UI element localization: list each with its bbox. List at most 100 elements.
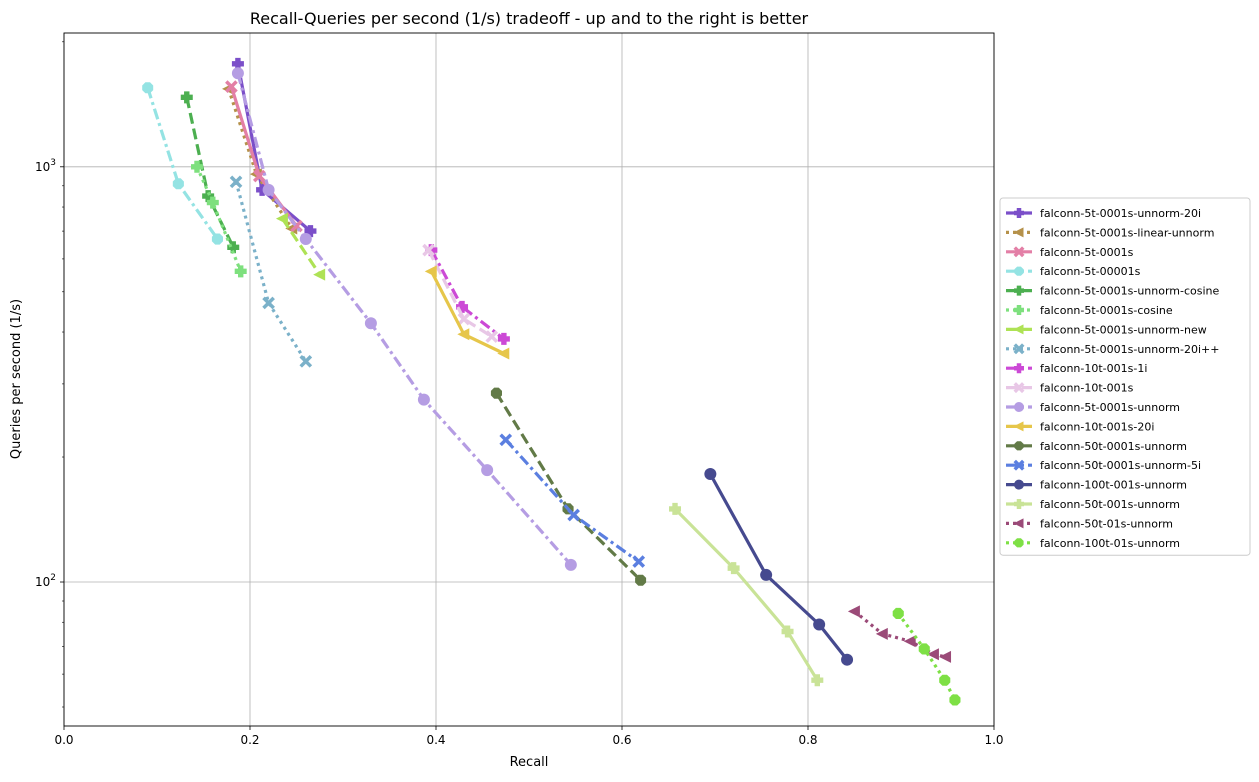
data-point xyxy=(875,627,888,640)
legend-label: falconn-5t-0001s-linear-unnorm xyxy=(1040,226,1214,239)
series-17 xyxy=(847,605,952,663)
legend-entry: falconn-5t-0001s-linear-unnorm xyxy=(1006,226,1214,239)
legend-entry: falconn-10t-001s-20i xyxy=(1006,420,1154,433)
series-11 xyxy=(231,67,577,571)
data-point xyxy=(1013,324,1024,335)
legend-label: falconn-10t-001s xyxy=(1040,382,1134,395)
series-line xyxy=(281,217,322,276)
data-point xyxy=(206,196,219,209)
legend-entry: falconn-100t-001s-unnorm xyxy=(1006,479,1187,492)
data-point xyxy=(499,433,513,447)
legend: falconn-5t-0001s-unnorm-20i falconn-5t-00… xyxy=(999,197,1251,556)
legend-entry: falconn-5t-0001s-cosine xyxy=(1006,304,1173,317)
series-15 xyxy=(704,468,854,666)
x-axis-ticks: 0.0 0.2 0.4 0.6 0.8 1.0 xyxy=(54,726,1004,747)
legend-label: falconn-5t-0001s-unnorm-20i++ xyxy=(1040,343,1219,356)
legend-entry: falconn-10t-001s-1i xyxy=(1006,362,1147,375)
data-point xyxy=(497,332,510,345)
data-point xyxy=(811,674,824,687)
data-point xyxy=(364,317,377,330)
legend-label: falconn-100t-001s-unnorm xyxy=(1040,479,1187,492)
data-point xyxy=(481,464,494,477)
data-point xyxy=(1014,499,1024,509)
x-tick-label: 1.0 xyxy=(984,733,1003,747)
series-13 xyxy=(490,387,647,586)
legend-label: falconn-10t-001s-20i xyxy=(1040,420,1154,433)
legend-entry: falconn-5t-0001s-unnorm-cosine xyxy=(1006,285,1220,298)
legend-label: falconn-5t-0001s-unnorm xyxy=(1040,401,1180,414)
series-line xyxy=(236,72,573,566)
grid xyxy=(63,33,995,726)
series-18 xyxy=(892,607,961,706)
data-point xyxy=(142,82,154,94)
legend-entry: falconn-10t-001s xyxy=(1006,382,1134,395)
data-point xyxy=(1014,285,1024,296)
data-point xyxy=(299,354,313,368)
data-point xyxy=(704,468,717,481)
legend-entry: falconn-50t-0001s-unnorm-5i xyxy=(1006,459,1201,472)
data-point xyxy=(892,607,904,619)
plot-area: 0.0 0.2 0.4 0.6 0.8 1.0 102 103 xyxy=(35,32,1004,747)
data-point xyxy=(847,605,860,618)
legend-label: falconn-5t-0001s xyxy=(1040,246,1134,259)
data-point xyxy=(949,694,961,706)
legend-entry: falconn-50t-001s-unnorm xyxy=(1006,498,1180,511)
data-point xyxy=(252,169,266,183)
data-point xyxy=(275,212,288,225)
series-12 xyxy=(424,265,510,360)
series-3 xyxy=(225,80,303,233)
y-tick-label: 103 xyxy=(35,158,56,174)
series-line xyxy=(146,87,219,240)
legend-entry: falconn-5t-0001s-unnorm-new xyxy=(1006,323,1207,336)
data-point xyxy=(926,648,939,661)
legend-entry: falconn-50t-0001s-unnorm xyxy=(1006,440,1187,453)
legend-entry: falconn-100t-01s-unnorm xyxy=(1006,537,1180,550)
data-point xyxy=(939,674,951,686)
data-point xyxy=(1014,208,1024,218)
data-point xyxy=(813,618,826,631)
data-point xyxy=(490,387,502,399)
legend-entry: falconn-5t-0001s-unnorm-20i xyxy=(1006,207,1201,220)
data-point xyxy=(456,300,469,313)
data-point xyxy=(781,625,794,638)
data-point xyxy=(211,233,223,245)
y-axis-ticks: 102 103 xyxy=(35,158,64,589)
series-line xyxy=(896,612,957,701)
legend-label: falconn-5t-00001s xyxy=(1040,265,1141,278)
series-line xyxy=(504,438,640,563)
legend-label: falconn-5t-0001s-unnorm-20i xyxy=(1040,207,1201,220)
data-point xyxy=(172,178,184,190)
data-point xyxy=(485,330,499,343)
data-point xyxy=(760,568,773,581)
data-point xyxy=(1014,479,1024,490)
plot-frame xyxy=(63,32,995,727)
data-point xyxy=(1014,538,1024,548)
data-point xyxy=(313,268,326,281)
data-point xyxy=(1014,402,1024,412)
series-line xyxy=(185,96,235,249)
data-point xyxy=(457,328,470,341)
data-point xyxy=(190,160,203,173)
series-16 xyxy=(669,502,824,687)
data-point xyxy=(1013,343,1025,355)
data-point xyxy=(564,558,577,571)
data-point xyxy=(299,233,312,246)
data-point xyxy=(903,635,916,648)
data-point xyxy=(1013,246,1025,258)
series-6 xyxy=(190,160,247,278)
data-point xyxy=(635,574,647,586)
data-point xyxy=(424,265,437,278)
data-point xyxy=(225,80,238,93)
x-axis-label: Recall xyxy=(510,755,549,770)
x-tick-label: 0.8 xyxy=(798,733,817,747)
data-point xyxy=(229,175,243,189)
data-point xyxy=(1013,227,1024,238)
legend-entry: falconn-5t-0001s xyxy=(1006,246,1134,259)
series-10 xyxy=(422,243,499,343)
series-7 xyxy=(275,212,326,281)
y-axis-label: Queries per second (1/s) xyxy=(9,299,24,459)
series-line xyxy=(427,249,493,338)
series-14 xyxy=(499,433,646,568)
legend-entry: falconn-5t-0001s-unnorm-20i++ xyxy=(1006,343,1219,356)
